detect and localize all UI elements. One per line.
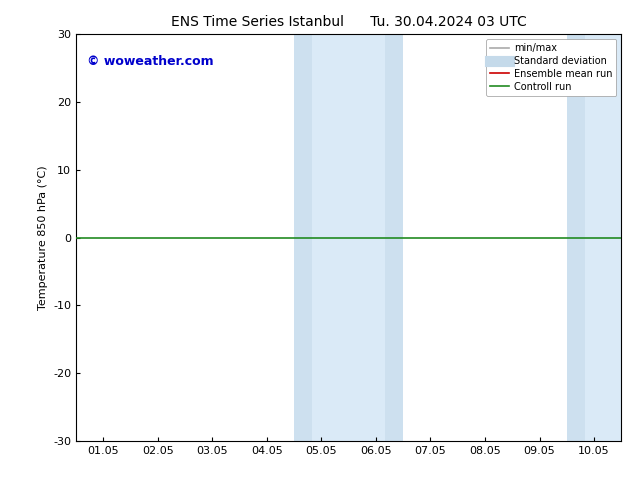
Title: ENS Time Series Istanbul      Tu. 30.04.2024 03 UTC: ENS Time Series Istanbul Tu. 30.04.2024 … bbox=[171, 15, 527, 29]
Legend: min/max, Standard deviation, Ensemble mean run, Controll run: min/max, Standard deviation, Ensemble me… bbox=[486, 39, 616, 96]
Bar bbox=[585, 34, 621, 441]
Text: © woweather.com: © woweather.com bbox=[87, 54, 214, 68]
Bar bbox=[312, 34, 385, 441]
Y-axis label: Temperature 850 hPa (°C): Temperature 850 hPa (°C) bbox=[37, 165, 48, 310]
Bar bbox=[385, 34, 403, 441]
Bar bbox=[567, 34, 585, 441]
Bar bbox=[294, 34, 312, 441]
